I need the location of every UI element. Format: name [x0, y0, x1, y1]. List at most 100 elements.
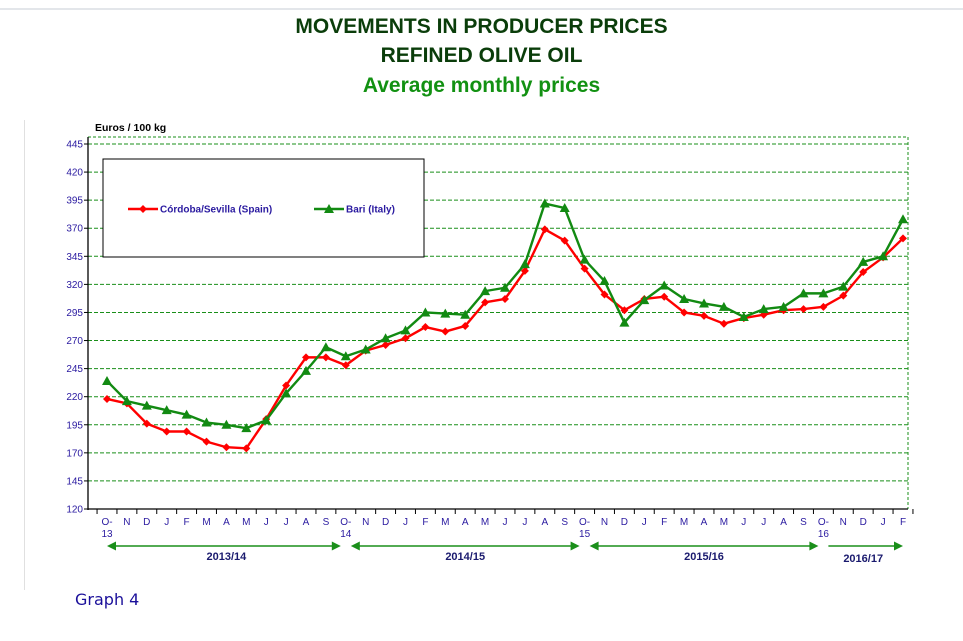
data-point-spain: [799, 305, 808, 314]
x-tick-label: D: [621, 517, 628, 528]
data-point-italy: [420, 307, 431, 317]
data-point-italy: [141, 400, 152, 410]
legend-marker-italy: [324, 204, 334, 213]
y-axis-label: Euros / 100 kg: [95, 122, 166, 134]
season-arrow-head-right: [570, 541, 580, 551]
data-point-italy: [878, 251, 889, 261]
x-tick-label: S: [323, 517, 330, 528]
y-tick-label: 220: [66, 392, 83, 403]
x-tick-label: J: [284, 517, 289, 528]
y-tick-label: 345: [66, 252, 83, 263]
y-tick-label: 295: [66, 308, 83, 319]
data-point-spain: [899, 234, 907, 243]
data-point-italy: [699, 298, 709, 308]
top-divider: [0, 8, 963, 10]
x-tick-label: F: [661, 517, 667, 528]
x-tick-label: F: [422, 517, 428, 528]
data-point-italy: [718, 301, 729, 311]
data-point-spain: [282, 381, 291, 390]
x-tick-label: M: [680, 517, 688, 528]
x-tick-label: M: [720, 517, 728, 528]
x-tick-label-year: 14: [340, 529, 352, 540]
data-point-italy: [858, 256, 869, 266]
x-tick-label: A: [541, 517, 548, 528]
x-tick-label: O-: [340, 517, 351, 528]
season-arrow-head-left: [589, 541, 599, 551]
x-tick-label: M: [441, 517, 449, 528]
y-tick-label: 145: [66, 476, 83, 487]
season-arrow-head-right: [809, 541, 819, 551]
x-tick-label: A: [780, 517, 787, 528]
data-point-italy: [559, 203, 570, 213]
data-point-italy: [221, 419, 232, 429]
data-point-spain: [321, 353, 330, 362]
data-point-italy: [181, 409, 192, 419]
data-point-spain: [182, 427, 191, 436]
x-tick-label: N: [840, 517, 847, 528]
season-label: 2016/17: [843, 553, 883, 565]
data-point-spain: [819, 302, 828, 311]
data-point-spain: [520, 266, 529, 275]
series-line-spain: [106, 228, 904, 450]
data-point-spain: [620, 306, 629, 315]
data-point-italy: [102, 375, 112, 385]
y-tick-label: 445: [66, 140, 83, 151]
x-tick-label: A: [223, 517, 230, 528]
data-point-italy: [599, 276, 610, 286]
x-tick-label: N: [362, 517, 369, 528]
data-point-spain: [501, 294, 509, 303]
season-label: 2013/14: [207, 551, 248, 563]
x-tick-label: S: [561, 517, 568, 528]
data-point-italy: [320, 342, 331, 352]
data-point-spain: [103, 394, 111, 403]
x-tick-label: J: [522, 517, 527, 528]
y-tick-label: 245: [66, 364, 83, 375]
x-tick-label: A: [303, 517, 310, 528]
data-point-italy: [480, 286, 491, 296]
data-point-italy: [639, 295, 650, 305]
data-point-italy: [758, 304, 769, 314]
data-point-italy: [460, 309, 471, 319]
y-tick-label: 170: [66, 448, 83, 459]
data-point-spain: [142, 419, 151, 428]
x-tick-label: J: [642, 517, 647, 528]
data-point-italy: [619, 317, 630, 327]
x-tick-label: O-: [101, 517, 112, 528]
legend-label-italy: Bari (Italy): [346, 205, 395, 216]
data-point-spain: [401, 334, 410, 343]
x-tick-label: N: [601, 517, 608, 528]
y-tick-label: 420: [66, 168, 83, 179]
chart-subtitle-2: Average monthly prices: [362, 74, 601, 97]
data-point-spain: [839, 291, 848, 300]
x-tick-label: F: [184, 517, 190, 528]
data-point-italy: [301, 365, 311, 375]
data-point-italy: [898, 214, 908, 224]
x-tick-label: S: [800, 517, 807, 528]
y-tick-label: 395: [66, 196, 83, 207]
data-point-italy: [659, 280, 670, 290]
legend-marker-spain: [139, 205, 147, 213]
y-tick-label: 270: [66, 336, 83, 347]
x-tick-label: F: [900, 517, 906, 528]
data-point-italy: [281, 388, 292, 398]
data-point-spain: [859, 268, 868, 277]
x-tick-label: O-: [579, 517, 590, 528]
x-tick-label: J: [881, 517, 886, 528]
data-point-spain: [540, 225, 549, 234]
data-point-spain: [580, 264, 589, 273]
x-tick-label: M: [202, 517, 210, 528]
data-point-italy: [241, 423, 252, 433]
data-point-italy: [539, 198, 550, 208]
x-tick-label: J: [264, 517, 269, 528]
data-point-spain: [481, 298, 490, 307]
data-point-spain: [242, 444, 251, 453]
data-point-spain: [222, 443, 231, 452]
graph-caption: Graph 4: [75, 590, 140, 609]
data-point-spain: [660, 292, 669, 301]
y-tick-label: 370: [66, 224, 83, 235]
x-tick-label: J: [503, 517, 508, 528]
season-arrow-head-right: [331, 541, 341, 551]
data-point-italy: [679, 293, 690, 303]
y-tick-label: 120: [66, 505, 83, 516]
